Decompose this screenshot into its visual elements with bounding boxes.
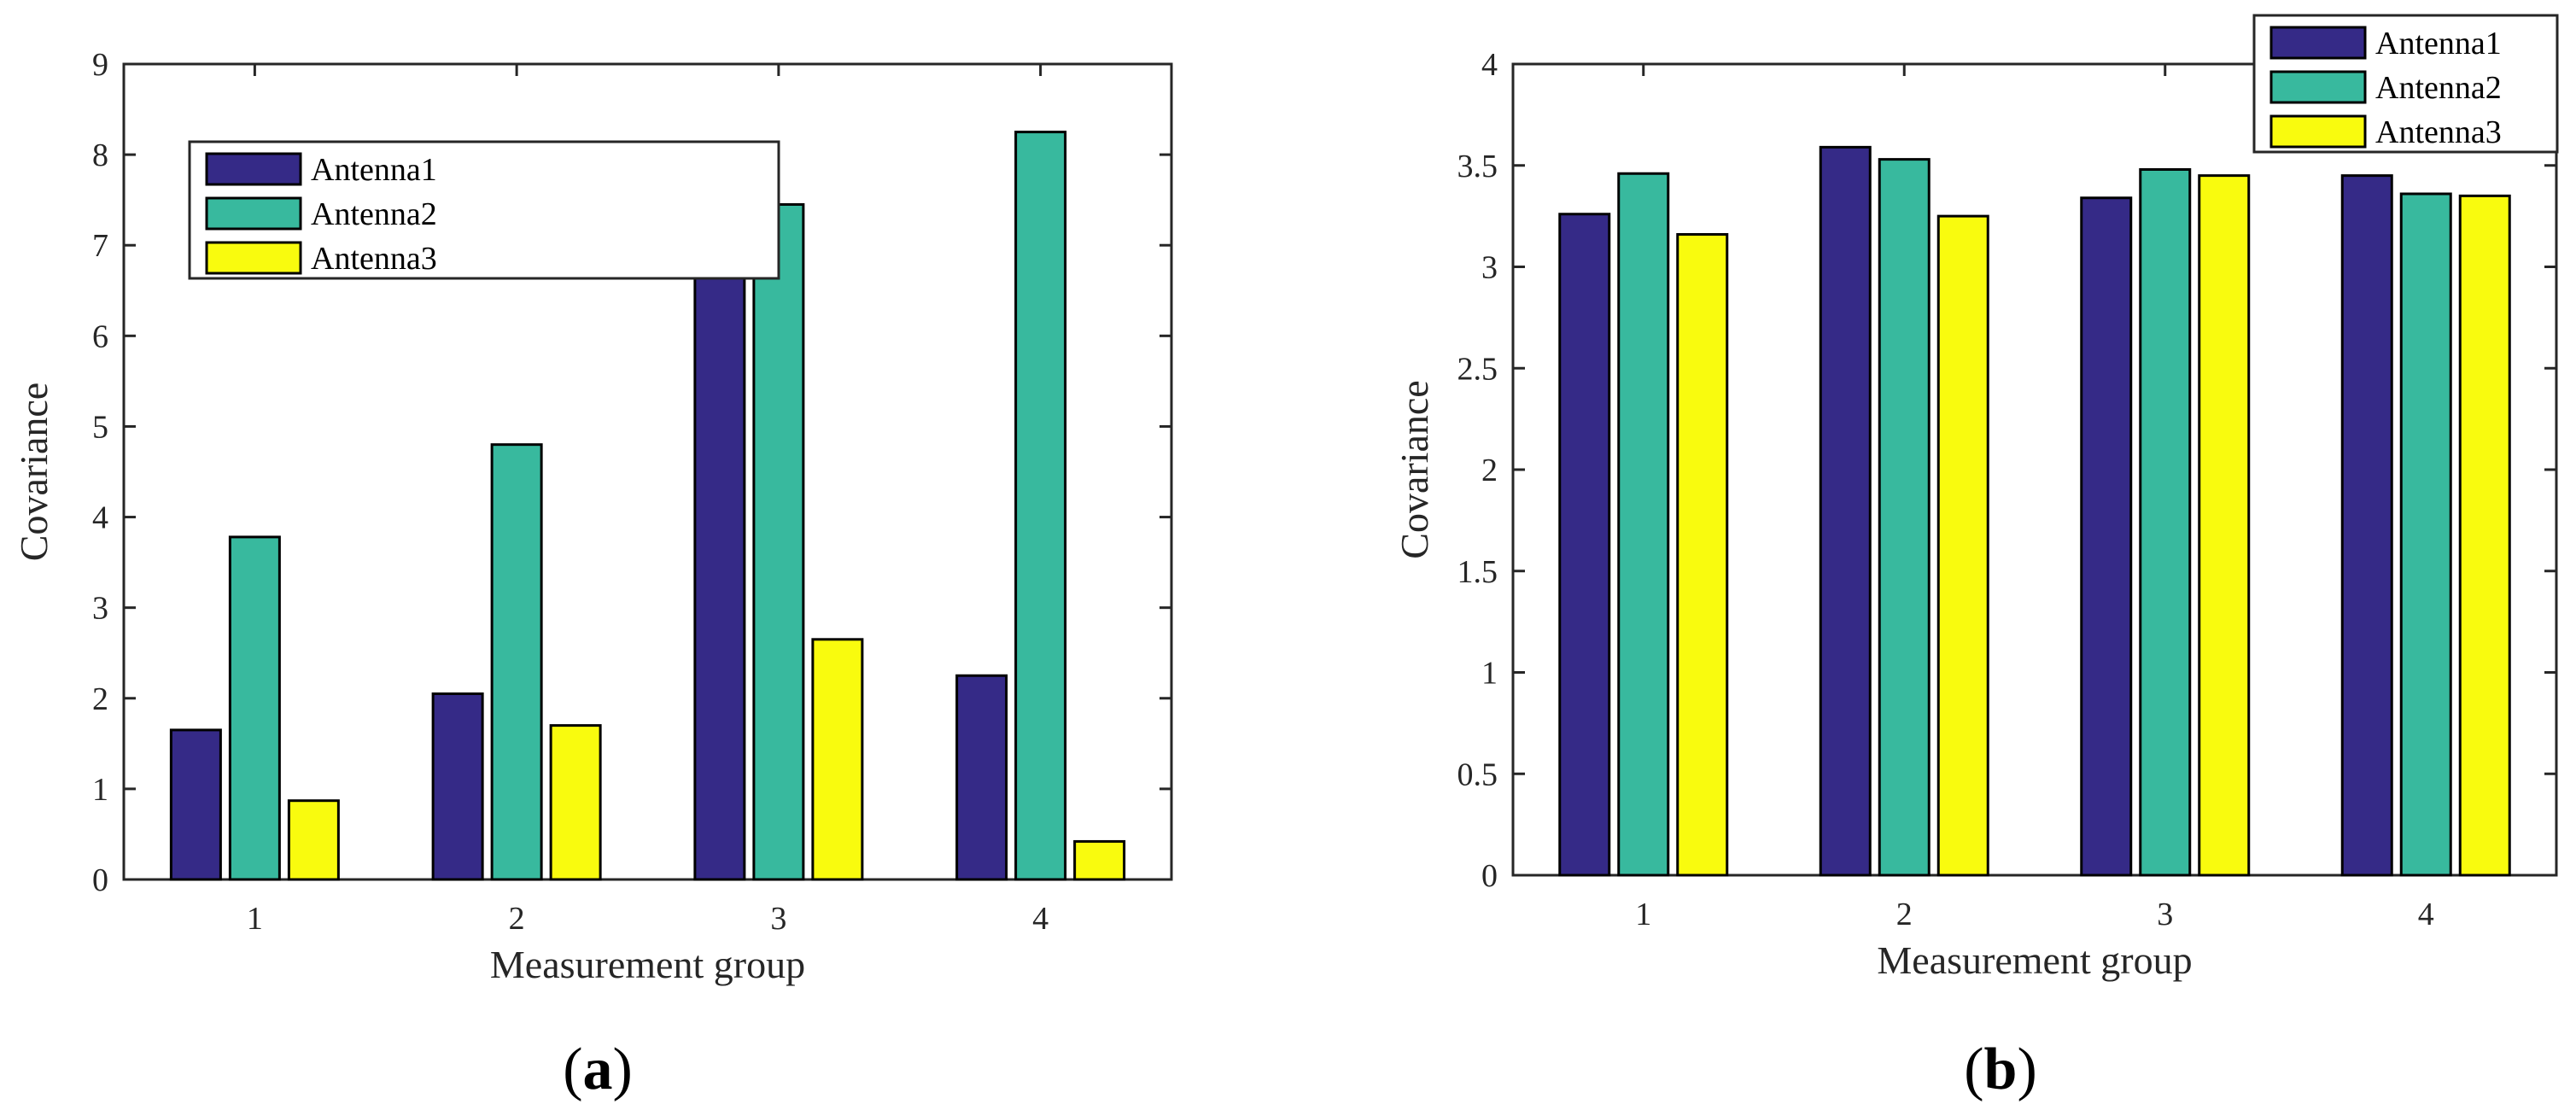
chart-a-legend-label-antenna2: Antenna2	[311, 196, 437, 232]
chart-a-bar-antenna2-group-2	[490, 443, 543, 881]
chart-a-bar-antenna2-group-4	[1014, 131, 1067, 881]
chart-b-bar-antenna2-group-4	[2399, 192, 2452, 877]
chart-b-legend-label-antenna2: Antenna2	[2375, 70, 2502, 106]
chart-b-bar-antenna3-group-4	[2458, 194, 2511, 877]
chart-b-bar-antenna2-group-2	[1878, 158, 1931, 877]
chart-b-axes-box	[1511, 62, 2558, 877]
chart-a-legend-swatch-antenna1	[205, 152, 302, 186]
chart-a-legend-swatch-antenna2	[205, 196, 302, 231]
chart-a-bar-antenna3-group-1	[287, 799, 340, 881]
chart-b-legend-swatch-antenna3	[2269, 114, 2367, 149]
chart-a-legend-label-antenna1: Antenna1	[311, 152, 437, 188]
chart-a-ytick-label: 6	[92, 318, 108, 354]
panel-label-b: (b)	[1964, 1037, 2037, 1102]
panel-letter-b: b	[1984, 1037, 2018, 1102]
chart-a-ytick-label: 1	[92, 772, 108, 808]
chart-a-bar-antenna3-group-4	[1073, 839, 1126, 881]
chart-b-bar-antenna3-group-1	[1676, 233, 1729, 877]
chart-a-y-axis-label: Covariance	[12, 383, 55, 561]
chart-b-x-axis-label: Measurement group	[1877, 938, 2192, 982]
chart-b-ytick-label: 2	[1481, 453, 1498, 488]
chart-b-ytick-label: 4	[1481, 47, 1498, 83]
chart-a-bar-antenna1-group-3	[693, 261, 746, 881]
chart-a-legend-swatch-antenna3	[205, 241, 302, 275]
chart-a-x-axis-label: Measurement group	[490, 943, 805, 986]
chart-b: 0 0.5 1 1.5 2 2.5 3 3.5 4 1 2 3 4 Measurement group Co…	[1393, 14, 2559, 982]
chart-b-legend-label-antenna1: Antenna1	[2375, 26, 2502, 61]
chart-b-xtick-label: 4	[2418, 897, 2434, 932]
chart-b-bar-antenna1-group-3	[2080, 196, 2133, 877]
chart-a-xtick-label: 4	[1032, 901, 1049, 937]
chart-a-ytick-label: 0	[92, 862, 108, 898]
chart-b-ytick-label: 3	[1481, 250, 1498, 286]
chart-a-ytick-label: 7	[92, 228, 108, 264]
chart-a-ytick-label: 8	[92, 137, 108, 173]
panel-letter-a: a	[583, 1037, 613, 1102]
chart-a-bar-antenna3-group-3	[811, 638, 864, 881]
chart-a-xtick-label: 1	[247, 901, 263, 937]
chart-b-ytick-label: 0	[1481, 858, 1498, 894]
chart-b-bar-antenna3-group-3	[2198, 174, 2251, 877]
chart-a-legend-label-antenna3: Antenna3	[311, 241, 437, 277]
chart-b-xtick-label: 3	[2157, 897, 2173, 932]
chart-b-ytick-label: 0.5	[1457, 757, 1498, 792]
chart-a-xtick-label: 3	[770, 901, 786, 937]
chart-b-bar-antenna2-group-1	[1617, 172, 1670, 877]
panel-label-a: (a)	[563, 1037, 633, 1102]
chart-a-bar-antenna3-group-2	[549, 724, 602, 881]
chart-b-y-axis-label: Covariance	[1393, 380, 1436, 558]
chart-a-axes-box	[122, 62, 1173, 881]
chart-b-bar-antenna3-group-2	[1936, 214, 1989, 877]
chart-a-bar-antenna2-group-1	[228, 535, 281, 881]
chart-b-bar-antenna2-group-3	[2139, 168, 2192, 877]
chart-a-ytick-label: 3	[92, 591, 108, 627]
chart-a-ytick-label: 9	[92, 47, 108, 83]
chart-a-xtick-label: 2	[509, 901, 525, 937]
chart-b-ytick-label: 1	[1481, 656, 1498, 692]
chart-a-ytick-label: 4	[92, 500, 108, 536]
chart-b-ytick-label: 1.5	[1457, 554, 1498, 590]
chart-a-bar-antenna2-group-3	[752, 202, 805, 881]
chart-b-legend: Antenna1 Antenna2 Antenna3	[2252, 14, 2559, 154]
chart-a-legend: Antenna1 Antenna2 Antenna3	[188, 140, 780, 280]
chart-a-ytick-label: 5	[92, 409, 108, 445]
chart-b-bar-antenna1-group-2	[1819, 145, 1872, 877]
chart-b-legend-swatch-antenna2	[2269, 70, 2367, 104]
chart-a: 0 1 2 3 4 5 6 7 8 9 1 2 3 4 Measurement group Covarianc…	[12, 47, 1173, 986]
chart-b-legend-label-antenna3: Antenna3	[2375, 114, 2502, 150]
chart-a-bar-antenna1-group-4	[955, 674, 1008, 881]
chart-a-ytick-label: 2	[92, 681, 108, 717]
chart-a-bar-antenna1-group-1	[169, 728, 222, 881]
chart-b-legend-swatch-antenna1	[2269, 26, 2367, 60]
chart-a-bar-antenna1-group-2	[431, 692, 484, 881]
chart-b-bar-antenna1-group-1	[1558, 213, 1611, 877]
chart-b-ytick-label: 3.5	[1457, 149, 1498, 184]
chart-b-xtick-label: 2	[1896, 897, 1913, 932]
chart-b-bar-antenna1-group-4	[2340, 174, 2393, 877]
chart-b-xtick-label: 1	[1635, 897, 1651, 932]
chart-b-ytick-label: 2.5	[1457, 351, 1498, 387]
